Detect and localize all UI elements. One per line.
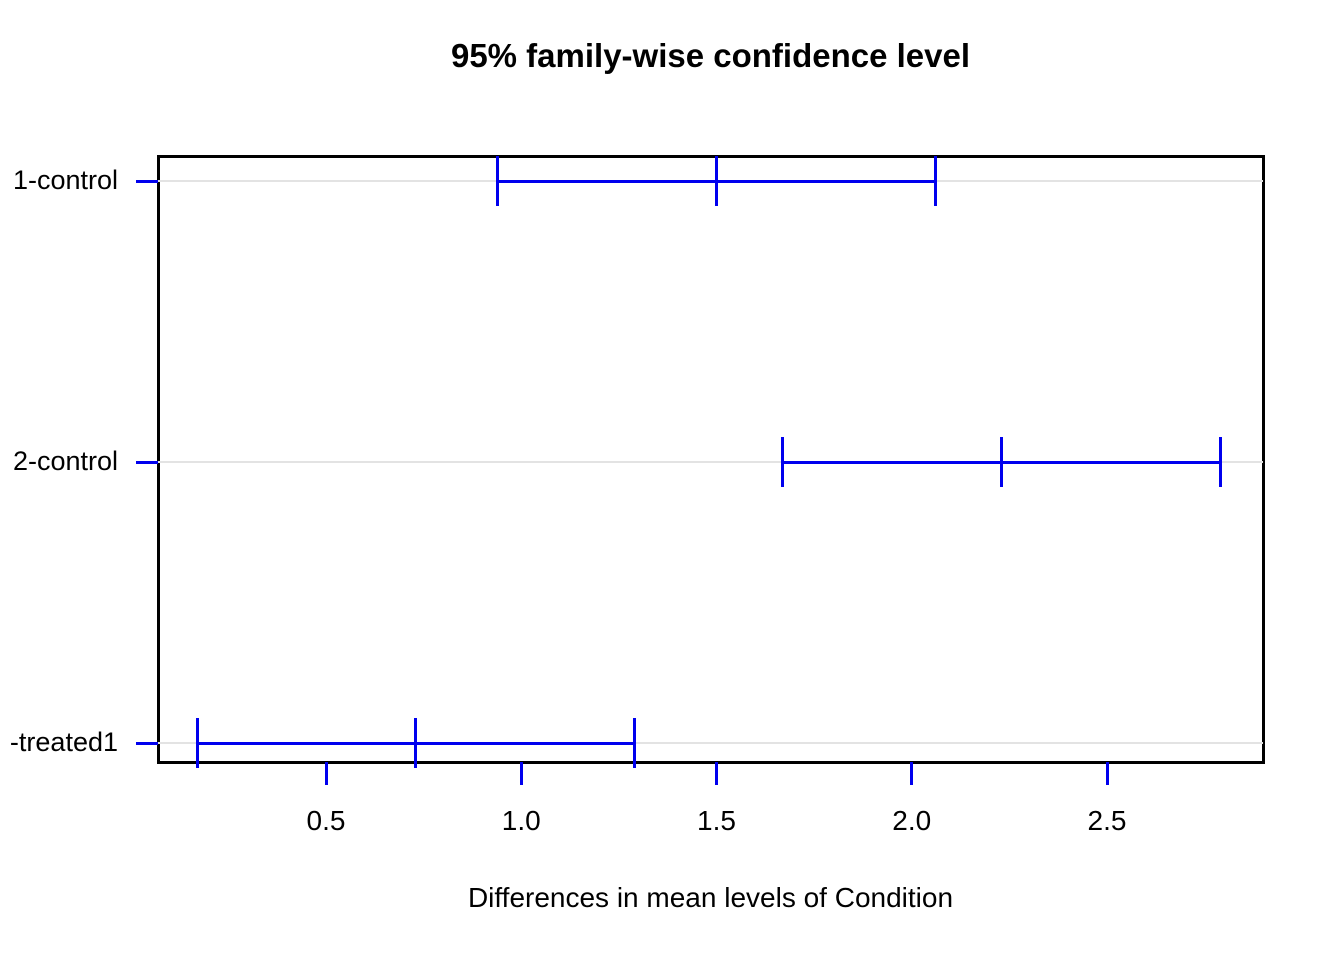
interval-upper-cap xyxy=(933,156,937,206)
reference-line xyxy=(158,461,1263,463)
x-tick-label: 0.5 xyxy=(306,805,346,836)
x-tick-label: 2.0 xyxy=(892,805,932,836)
x-axis-title: Differences in mean levels of Condition xyxy=(467,882,954,913)
y-axis-tick xyxy=(136,179,158,183)
x-axis-tick xyxy=(910,762,914,785)
interval-center-marker xyxy=(715,156,718,206)
x-tick-label: 1.5 xyxy=(697,805,736,836)
x-axis-tick xyxy=(715,762,718,785)
interval-lower-cap xyxy=(496,156,500,206)
x-axis-tick xyxy=(519,762,523,785)
reference-line xyxy=(158,742,1263,744)
x-axis-tick xyxy=(1105,762,1109,785)
x-axis-tick xyxy=(324,762,328,785)
interval-lower-cap xyxy=(195,718,199,768)
chart-title: 95% family-wise confidence level xyxy=(450,37,971,74)
x-tick-label: 2.5 xyxy=(1087,805,1127,836)
interval-center-marker xyxy=(414,718,418,768)
y-axis-tick xyxy=(136,460,158,464)
interval-upper-cap xyxy=(1218,437,1222,487)
interval-upper-cap xyxy=(632,718,636,768)
y-axis-label: 1-control xyxy=(12,165,118,195)
y-axis-label: 2-control xyxy=(12,446,118,476)
interval-lower-cap xyxy=(781,437,785,487)
y-axis-label: -treated1 xyxy=(9,727,118,757)
x-tick-label: 1.0 xyxy=(501,805,541,836)
y-axis-tick xyxy=(136,741,158,745)
plot-area-border xyxy=(157,155,1265,764)
interval-center-marker xyxy=(1000,437,1004,487)
